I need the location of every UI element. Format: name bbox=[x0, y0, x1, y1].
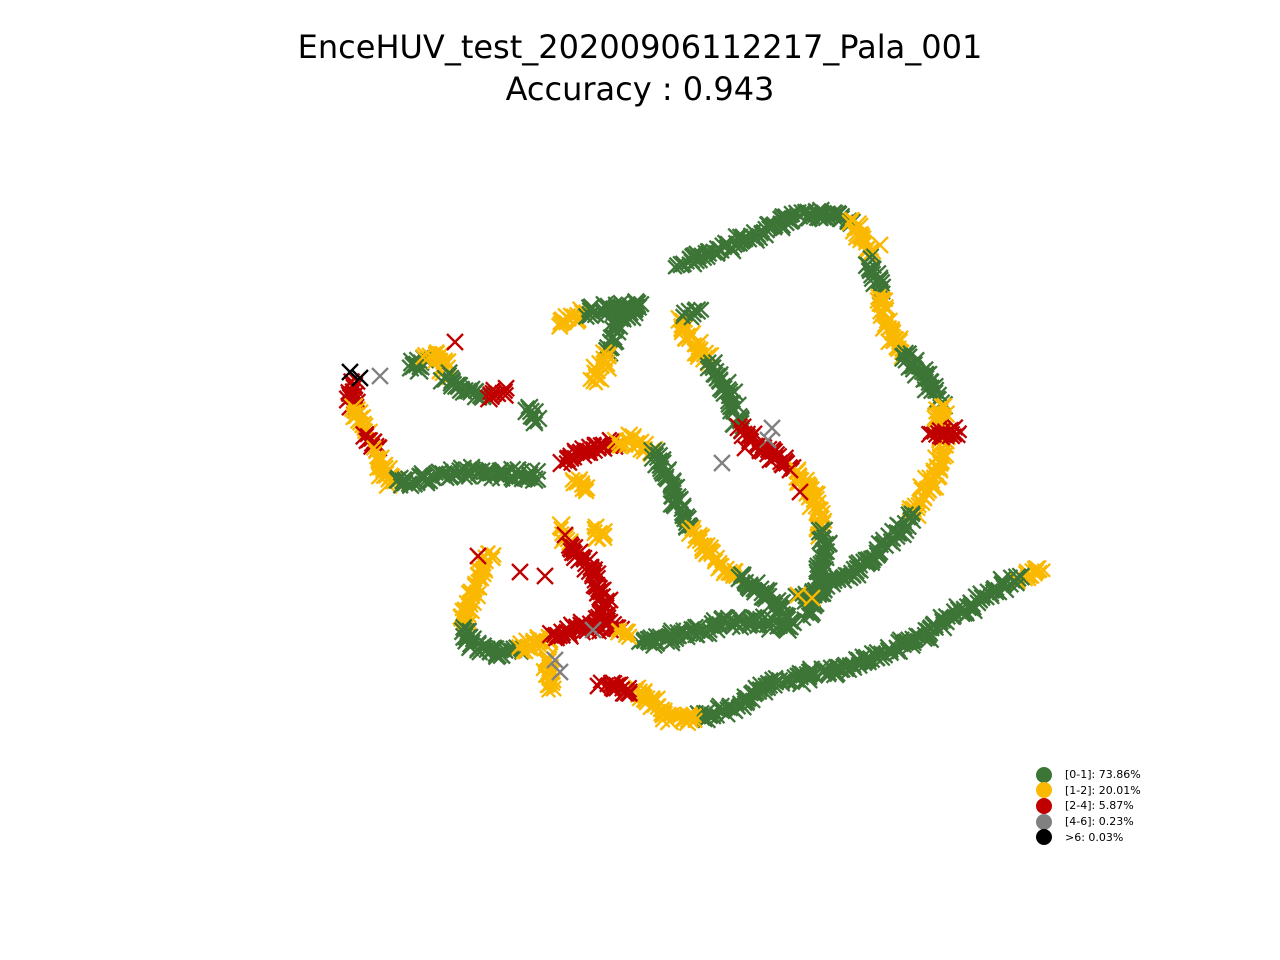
scatter-point bbox=[751, 441, 769, 459]
scatter-point bbox=[585, 372, 603, 390]
scatter-point bbox=[546, 651, 564, 669]
scatter-point bbox=[582, 371, 599, 388]
scatter-point bbox=[551, 663, 569, 681]
scatter-point bbox=[601, 591, 619, 609]
scatter-point bbox=[789, 586, 807, 604]
scatter-point bbox=[758, 215, 776, 233]
scatter-point bbox=[529, 415, 544, 430]
scatter-point bbox=[610, 320, 626, 335]
scatter-point bbox=[692, 301, 710, 319]
legend-label-2-4: [2-4]: 5.87% bbox=[1065, 799, 1134, 813]
scatter-point bbox=[529, 630, 548, 649]
legend-label-1-2: [1-2]: 20.01% bbox=[1065, 783, 1141, 797]
scatter-point bbox=[620, 628, 638, 646]
scatter-point bbox=[540, 682, 557, 699]
scatter-point bbox=[620, 622, 635, 638]
scatter-point bbox=[781, 461, 799, 479]
scatter-point bbox=[571, 543, 589, 561]
scatter-point bbox=[687, 301, 707, 321]
scatter-point bbox=[365, 439, 382, 457]
scatter-point bbox=[587, 361, 607, 380]
scatter-point bbox=[584, 621, 602, 639]
scatter-point bbox=[865, 247, 880, 262]
scatter-point bbox=[351, 369, 369, 387]
legend-marker-2-4 bbox=[1036, 797, 1052, 814]
scatter-point bbox=[341, 363, 359, 381]
scatter-point bbox=[595, 527, 612, 544]
scatter-point bbox=[796, 611, 812, 627]
scatter-point bbox=[469, 547, 487, 565]
scatter-point bbox=[803, 589, 821, 607]
legend-entry-gt6: >6: 0.03% bbox=[1036, 829, 1141, 846]
scatter-point bbox=[529, 470, 547, 489]
scatter-point bbox=[736, 439, 754, 457]
scatter-point bbox=[524, 469, 544, 490]
scatter-point bbox=[511, 563, 529, 581]
legend-marker-gt6 bbox=[1036, 829, 1052, 846]
scatter-point bbox=[536, 567, 554, 585]
scatter-point bbox=[642, 441, 663, 462]
scatter-point bbox=[496, 382, 514, 400]
legend-marker-0-1 bbox=[1036, 766, 1052, 783]
scatter-point bbox=[926, 409, 944, 427]
scatter-point bbox=[713, 454, 731, 472]
scatter-point bbox=[524, 408, 539, 423]
scatter-point bbox=[446, 376, 466, 396]
scatter-point bbox=[791, 483, 809, 501]
scatter-point bbox=[577, 478, 596, 497]
scatter-point bbox=[589, 677, 607, 695]
scatter-point bbox=[783, 212, 801, 230]
scatter-point bbox=[574, 480, 592, 498]
scatter-point bbox=[931, 461, 949, 479]
scatter-point bbox=[545, 680, 562, 697]
scatter-point bbox=[668, 256, 686, 274]
scatter-point bbox=[459, 382, 478, 400]
scatter-point bbox=[497, 379, 515, 398]
legend-entry-4-6: [4-6]: 0.23% bbox=[1036, 813, 1141, 830]
scatter-point bbox=[529, 409, 548, 428]
scatter-point bbox=[595, 354, 610, 369]
legend-label-gt6: >6: 0.03% bbox=[1065, 830, 1124, 844]
legend-marker-4-6 bbox=[1036, 813, 1052, 830]
scatter-point bbox=[964, 596, 982, 613]
scatter-point bbox=[686, 302, 703, 319]
scatter-point bbox=[592, 674, 608, 690]
chart-title: EnceHUV_test_20200906112217_Pala_001 Acc… bbox=[0, 26, 1280, 110]
scatter-point bbox=[618, 623, 637, 642]
legend: [0-1]: 73.86% [1-2]: 20.01% [2-4]: 5.87%… bbox=[1036, 766, 1141, 846]
scatter-point bbox=[953, 424, 968, 439]
scatter-point bbox=[913, 481, 930, 498]
scatter-point bbox=[771, 594, 790, 613]
scatter-point bbox=[446, 333, 464, 351]
chart-title-line-1: EnceHUV_test_20200906112217_Pala_001 bbox=[297, 28, 983, 66]
scatter-point bbox=[762, 609, 781, 628]
scatter-point bbox=[529, 635, 549, 654]
legend-marker-1-2 bbox=[1036, 782, 1052, 799]
scatter-point bbox=[635, 631, 654, 650]
scatter-point bbox=[607, 677, 625, 695]
legend-entry-0-1: [0-1]: 73.86% bbox=[1036, 766, 1141, 783]
scatter-point bbox=[712, 701, 731, 719]
legend-entry-1-2: [1-2]: 20.01% bbox=[1036, 782, 1141, 799]
scatter-point bbox=[759, 431, 777, 449]
scatter-point bbox=[556, 526, 574, 544]
legend-label-0-1: [0-1]: 73.86% bbox=[1065, 768, 1141, 782]
chart-title-line-2: Accuracy : 0.943 bbox=[505, 70, 775, 108]
scatter-point bbox=[763, 419, 781, 437]
scatter-point bbox=[371, 367, 389, 385]
scatter-point bbox=[896, 344, 915, 362]
scatter-point bbox=[473, 564, 492, 583]
scatter-point bbox=[603, 678, 622, 697]
legend-label-4-6: [4-6]: 0.23% bbox=[1065, 815, 1134, 829]
scatter-point bbox=[920, 378, 938, 396]
scatter-point bbox=[871, 236, 889, 254]
scatter-point bbox=[493, 466, 509, 482]
scatter-point bbox=[594, 522, 614, 542]
legend-entry-2-4: [2-4]: 5.87% bbox=[1036, 797, 1141, 814]
